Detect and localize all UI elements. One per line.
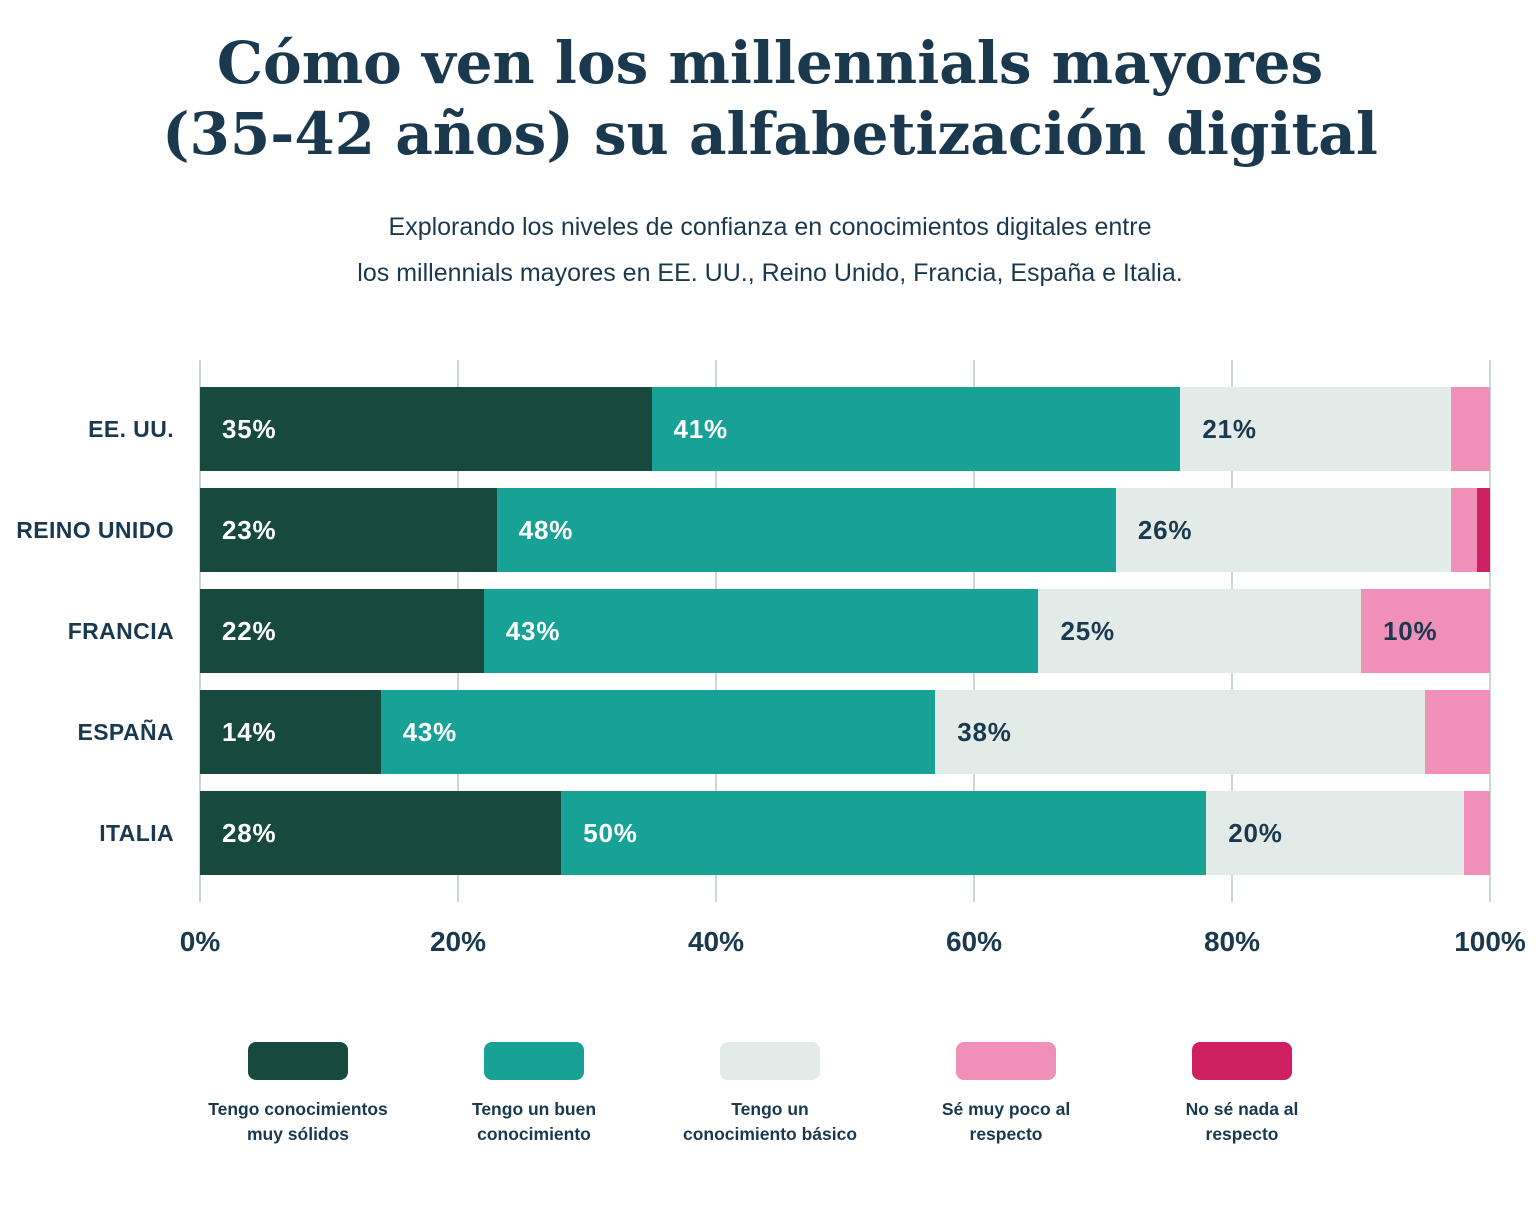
chart-subtitle: Explorando los niveles de confianza en c…: [0, 204, 1540, 297]
bar-segment: 20%: [1206, 791, 1465, 875]
value-label: 20%: [1228, 817, 1283, 848]
value-label: 43%: [402, 716, 458, 747]
bar-row-reino-unido: REINO UNIDO 23% 48% 26%: [16, 488, 1490, 572]
bar-segment: 22%: [200, 589, 484, 673]
legend-swatch-2: [484, 1042, 584, 1080]
legend-swatch-3: [720, 1042, 820, 1080]
chart-title-line1: Cómo ven los millennials mayores: [216, 29, 1324, 97]
bar-row-ee-uu: EE. UU. 35% 41% 21%: [88, 387, 1490, 471]
value-label: 22%: [222, 615, 277, 646]
bar-segment: 23%: [200, 488, 497, 572]
legend-item-3: Tengo un conocimiento básico: [657, 1042, 883, 1148]
legend-swatch-1: [248, 1042, 348, 1080]
value-label: 14%: [222, 716, 277, 747]
x-tick-40: 40%: [687, 926, 745, 957]
bar-segment: 43%: [380, 690, 936, 774]
bar-segment: [1451, 387, 1490, 471]
value-label: 41%: [673, 413, 728, 444]
value-label: 50%: [583, 817, 638, 848]
legend-item-5: No sé nada al respecto: [1129, 1042, 1355, 1148]
chart-title-line2: (35-42 años) su alfabetización digital: [162, 99, 1378, 168]
legend-label-2: Tengo un buen conocimiento: [471, 1099, 597, 1145]
bar-segment: 38%: [935, 690, 1426, 774]
value-label: 48%: [518, 514, 574, 545]
bar-segment: 28%: [200, 791, 562, 875]
category-label-italia: ITALIA: [99, 819, 174, 846]
value-label: 26%: [1137, 514, 1193, 545]
category-label-francia: FRANCIA: [67, 617, 174, 644]
category-label-ee-uu: EE. UU.: [88, 415, 174, 442]
legend-item-1: Tengo conocimientos muy sólidos: [185, 1042, 411, 1148]
chart-title: Cómo ven los millennials mayores (35-42 a…: [0, 28, 1540, 170]
plot-area: EE. UU. 35% 41% 21% REINO UNIDO 23% 48% 26% FRAN…: [16, 360, 1491, 902]
value-label: 28%: [222, 817, 277, 848]
legend-item-4: Sé muy poco al respecto: [893, 1042, 1119, 1148]
value-label: 23%: [222, 514, 277, 545]
value-label: 35%: [222, 413, 277, 444]
bar-segment: 41%: [651, 387, 1181, 471]
bar-segment: [1477, 488, 1490, 572]
x-tick-20: 20%: [429, 926, 487, 957]
bar-rows: EE. UU. 35% 41% 21% REINO UNIDO 23% 48% 26% FRAN…: [16, 387, 1490, 875]
legend-label-4: Sé muy poco al respecto: [941, 1099, 1071, 1145]
bar-segment: 21%: [1180, 387, 1452, 471]
category-label-reino-unido: REINO UNIDO: [16, 516, 174, 543]
bar-segment: 48%: [496, 488, 1116, 572]
legend-label-3: Tengo un conocimiento básico: [682, 1099, 858, 1145]
x-axis: 0% 20% 40% 60% 80% 100%: [180, 926, 1526, 968]
legend-swatch-4: [956, 1042, 1056, 1080]
bar-segment: 25%: [1038, 589, 1361, 673]
bar-segment: 50%: [561, 791, 1207, 875]
x-tick-100: 100%: [1454, 926, 1526, 957]
bar-row-francia: FRANCIA 22% 43% 25% 10%: [68, 589, 1490, 673]
bar-segment: 10%: [1360, 589, 1490, 673]
x-tick-80: 80%: [1203, 926, 1261, 957]
bar-segment: [1425, 690, 1490, 774]
chart-subtitle-line1: Explorando los niveles de confianza en c…: [388, 212, 1152, 241]
chart-subtitle-line2: los millennials mayores en EE. UU., Rein…: [357, 258, 1183, 287]
bar-row-italia: ITALIA 28% 50% 20%: [99, 791, 1490, 875]
bar-segment: 43%: [483, 589, 1039, 673]
bar-segment: [1464, 791, 1490, 875]
gridline-100: [1489, 360, 1491, 902]
legend-item-2: Tengo un buen conocimiento: [421, 1042, 647, 1148]
value-label: 43%: [505, 615, 561, 646]
bar-segment: 14%: [200, 690, 381, 774]
bar-segment: 35%: [200, 387, 652, 471]
x-tick-60: 60%: [945, 926, 1003, 957]
value-label: 21%: [1202, 413, 1257, 444]
stacked-bar-chart: EE. UU. 35% 41% 21% REINO UNIDO 23% 48% 26% FRAN…: [0, 360, 1540, 968]
legend-swatch-5: [1192, 1042, 1292, 1080]
bar-row-espa-a: ESPAÑA 14% 43% 38%: [77, 690, 1490, 774]
legend-label-1: Tengo conocimientos muy sólidos: [208, 1099, 388, 1145]
bar-segment: [1451, 488, 1478, 572]
infographic-page: Cómo ven los millennials mayores (35-42 a…: [0, 28, 1540, 1148]
bar-segment: 26%: [1115, 488, 1452, 572]
value-label: 25%: [1060, 615, 1115, 646]
value-label: 10%: [1382, 615, 1438, 646]
legend-label-5: No sé nada al respecto: [1185, 1099, 1299, 1145]
value-label: 38%: [957, 716, 1012, 747]
category-label-espa-a: ESPAÑA: [77, 718, 174, 745]
x-tick-0: 0%: [179, 926, 221, 957]
legend: Tengo conocimientos muy sólidos Tengo un …: [0, 1042, 1540, 1148]
